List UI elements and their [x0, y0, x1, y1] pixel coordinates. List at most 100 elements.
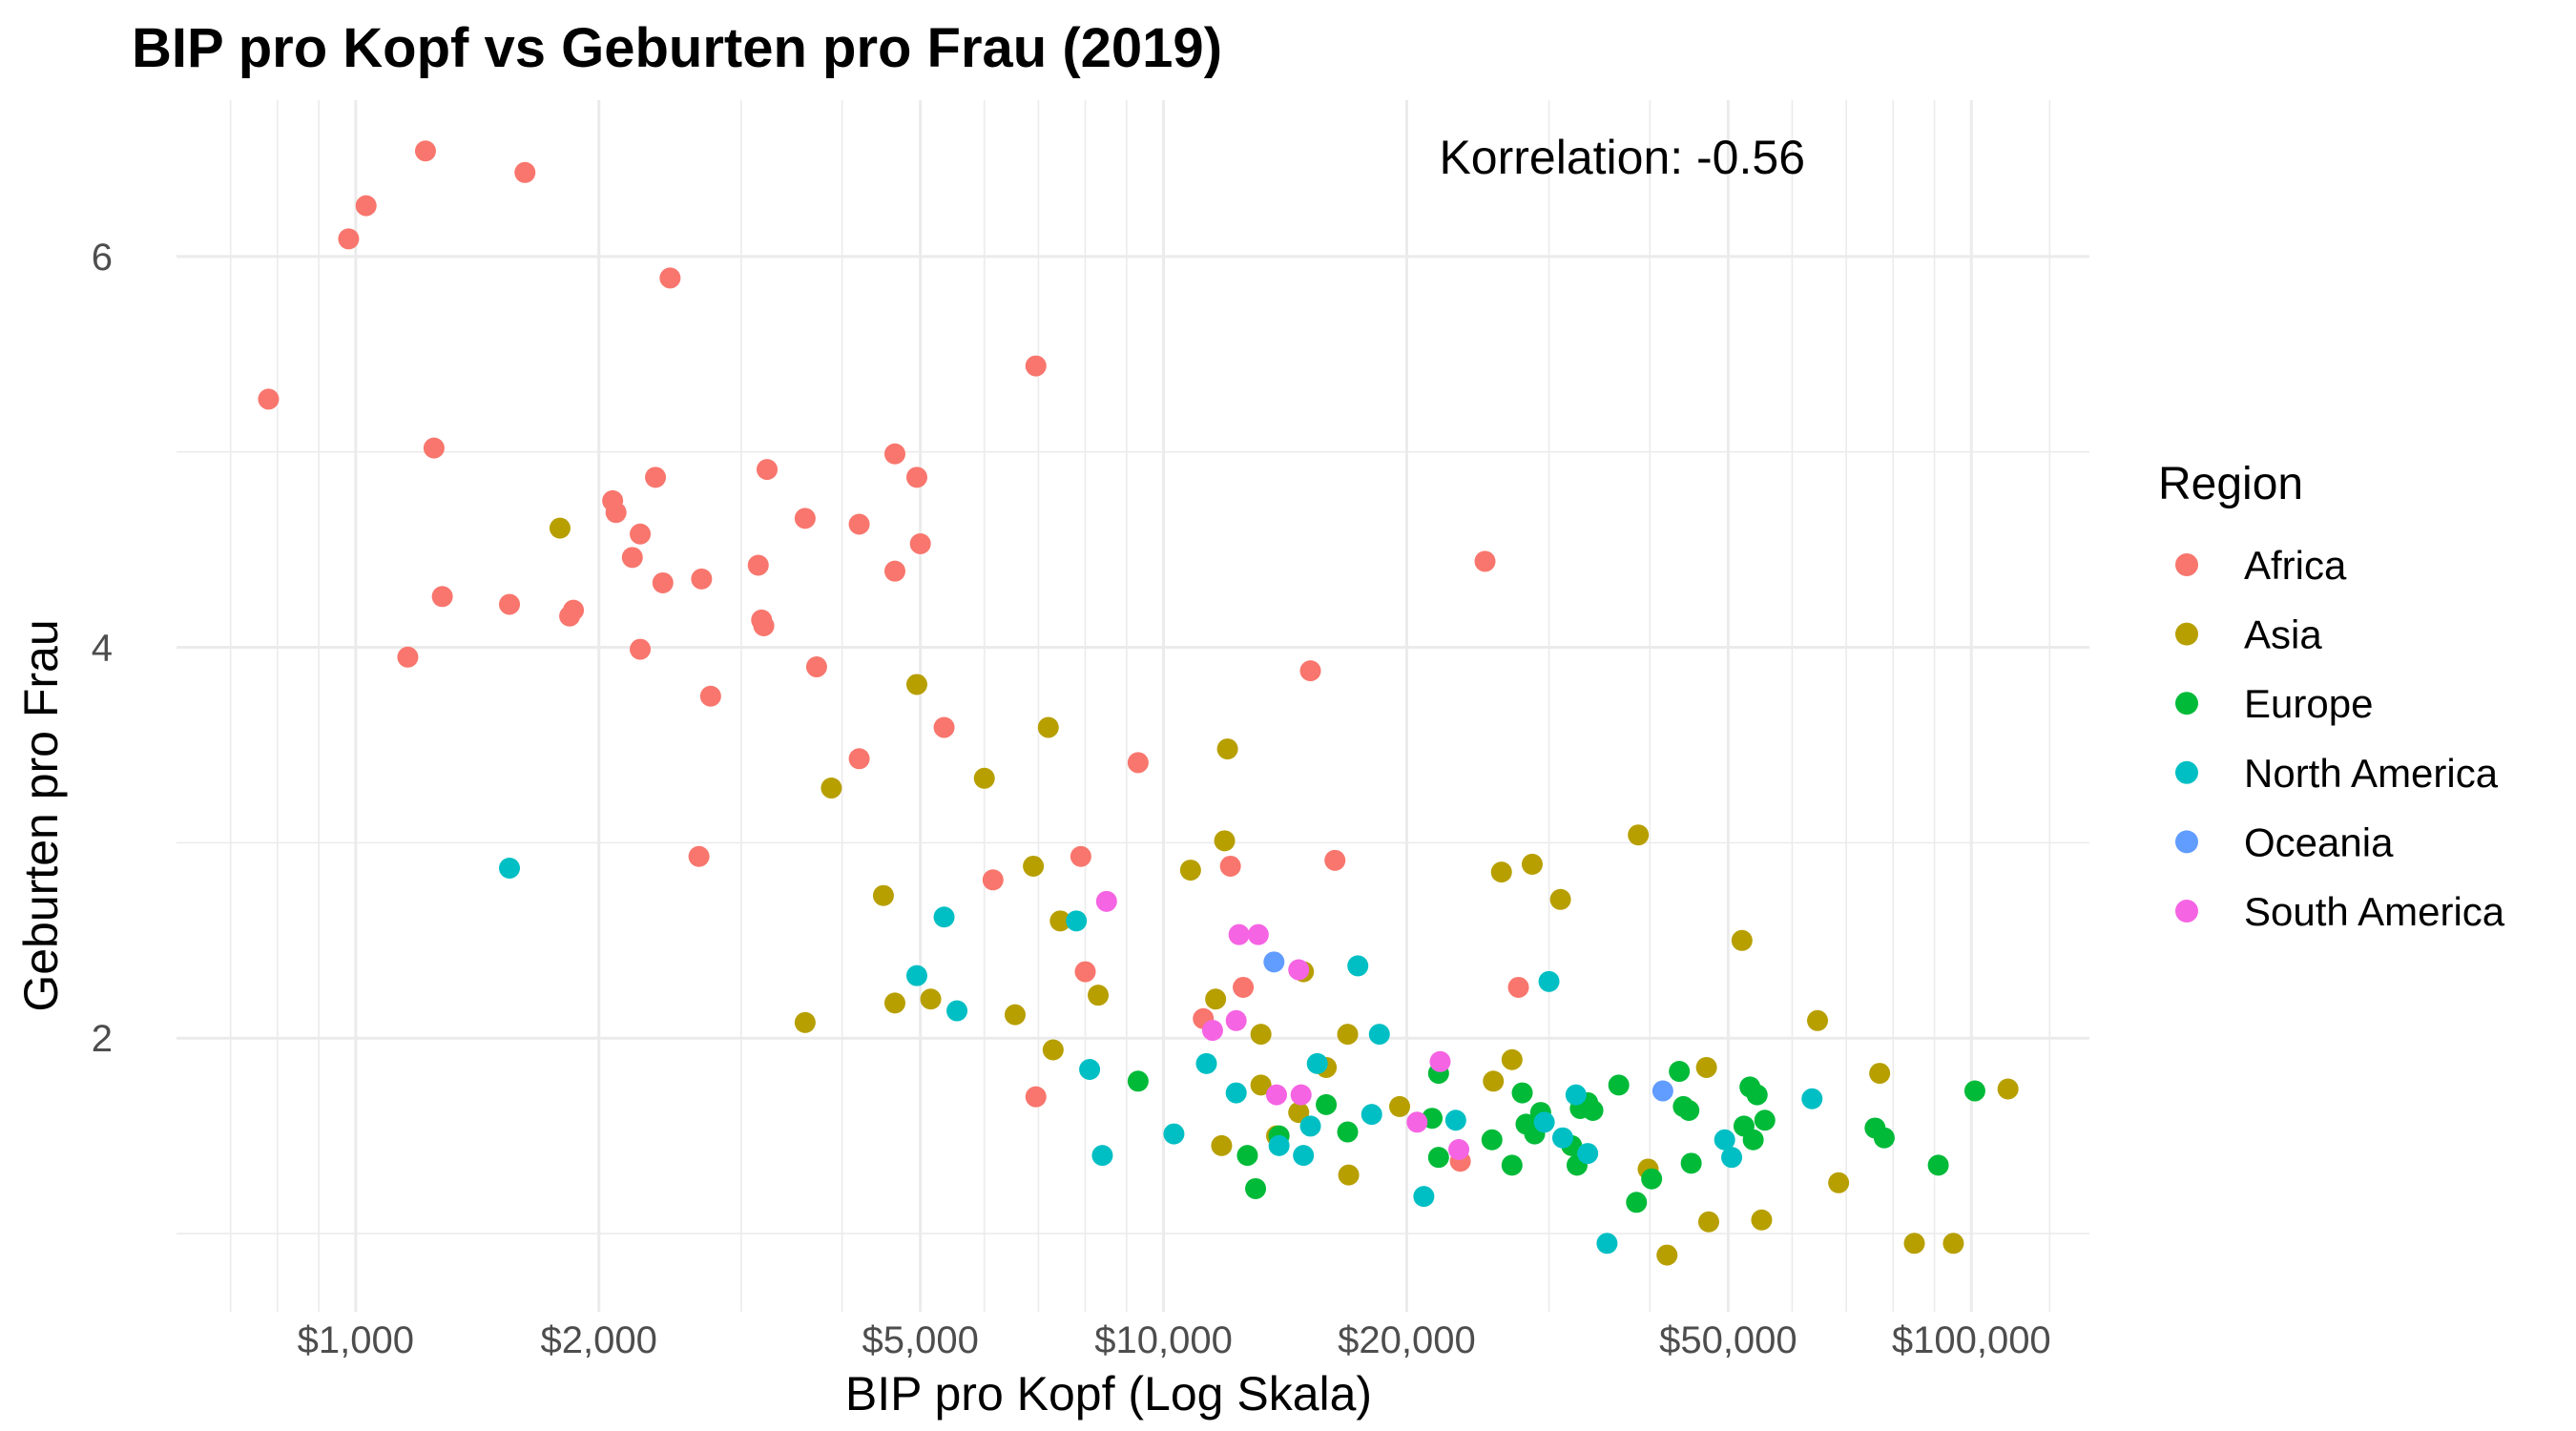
data-point [1873, 1127, 1895, 1149]
data-point [1225, 1082, 1247, 1104]
data-point [1927, 1154, 1949, 1176]
data-point [1004, 1004, 1026, 1026]
data-point [1042, 1039, 1064, 1061]
data-point [909, 532, 931, 554]
data-point [1233, 976, 1255, 998]
data-point [1299, 1115, 1321, 1137]
data-point [1444, 1110, 1466, 1131]
data-point [1565, 1084, 1587, 1106]
data-point [1427, 1147, 1449, 1169]
data-point [355, 195, 377, 217]
data-point [549, 517, 571, 539]
data-point [1368, 1024, 1390, 1046]
data-point [1338, 1164, 1360, 1186]
data-point [1751, 1209, 1773, 1231]
data-point [498, 593, 520, 615]
data-point [1337, 1121, 1359, 1143]
data-point [794, 1011, 816, 1033]
data-point [1608, 1074, 1630, 1096]
series-north-america [498, 858, 1823, 1255]
data-point [1091, 1145, 1113, 1167]
data-point [1247, 923, 1269, 945]
data-point [872, 884, 894, 906]
data-point [1406, 1111, 1428, 1133]
data-point [1721, 1147, 1743, 1169]
x-axis-tick-labels: $1,000 $2,000 $5,000 $10,000 $20,000 $50,000 $… [298, 1319, 2051, 1361]
data-point [1025, 1086, 1047, 1108]
legend-label: Asia [2244, 612, 2322, 657]
data-point [1049, 910, 1071, 932]
grid-lines [177, 100, 2089, 1312]
data-point [1714, 1129, 1735, 1151]
x-tick-label: $50,000 [1659, 1319, 1797, 1361]
legend-label: Africa [2244, 543, 2347, 588]
data-point [630, 638, 652, 660]
data-point [1641, 1168, 1663, 1190]
data-point [1236, 1145, 1258, 1167]
data-point [1754, 1110, 1776, 1131]
data-point [805, 656, 827, 678]
data-point [1490, 861, 1512, 883]
legend-key [2175, 622, 2198, 646]
x-tick-label: $5,000 [862, 1319, 978, 1361]
data-point [753, 615, 775, 637]
data-point [630, 523, 652, 545]
data-point [1127, 1070, 1149, 1092]
data-point [747, 554, 769, 576]
data-point [1652, 1080, 1673, 1102]
data-point [1324, 849, 1346, 871]
data-point [1250, 1024, 1272, 1046]
data-point [1211, 1134, 1233, 1156]
data-point [946, 1000, 968, 1022]
data-point [1501, 1154, 1523, 1176]
data-point [1163, 1123, 1185, 1145]
data-point [883, 992, 905, 1014]
data-point [1263, 951, 1285, 973]
data-point [1225, 1009, 1247, 1031]
legend-label: Oceania [2244, 819, 2394, 864]
data-point [1201, 1020, 1223, 1042]
data-point [982, 869, 1004, 891]
data-point [1079, 1059, 1101, 1080]
data-point [1290, 1084, 1312, 1106]
data-point [1179, 860, 1201, 881]
data-point [883, 560, 905, 582]
data-point [1551, 1127, 1573, 1149]
data-point [1216, 738, 1238, 760]
data-point [1626, 1192, 1648, 1213]
data-point [1507, 976, 1529, 998]
legend-key [2175, 760, 2198, 784]
data-point [933, 716, 955, 738]
legend-label: North America [2244, 751, 2499, 796]
data-point [1413, 1186, 1435, 1208]
data-point [1219, 855, 1241, 877]
data-point [1801, 1088, 1823, 1110]
series-oceania [1263, 951, 1673, 1102]
data-point [1347, 955, 1369, 977]
data-point [1678, 1100, 1700, 1122]
data-point [645, 467, 667, 488]
data-point [1127, 752, 1149, 774]
data-point [1481, 1129, 1503, 1151]
data-point [1963, 1080, 1985, 1102]
data-point [905, 674, 927, 695]
data-point [1228, 923, 1250, 945]
data-point [1293, 1145, 1315, 1167]
data-point [1742, 1129, 1764, 1151]
data-point [1025, 355, 1047, 377]
data-point [794, 508, 816, 529]
data-point [1807, 1009, 1829, 1031]
data-point [338, 228, 360, 250]
data-point [414, 140, 436, 162]
data-point [652, 571, 674, 593]
data-point [1316, 1093, 1338, 1115]
x-axis-title: BIP pro Kopf (Log Skala) [845, 1367, 1372, 1421]
data-point [1250, 1074, 1272, 1096]
data-point [920, 988, 942, 1010]
data-point [821, 778, 842, 799]
data-point [1695, 1056, 1717, 1078]
data-point [1656, 1244, 1678, 1266]
data-point [514, 161, 536, 183]
data-point [431, 586, 453, 608]
